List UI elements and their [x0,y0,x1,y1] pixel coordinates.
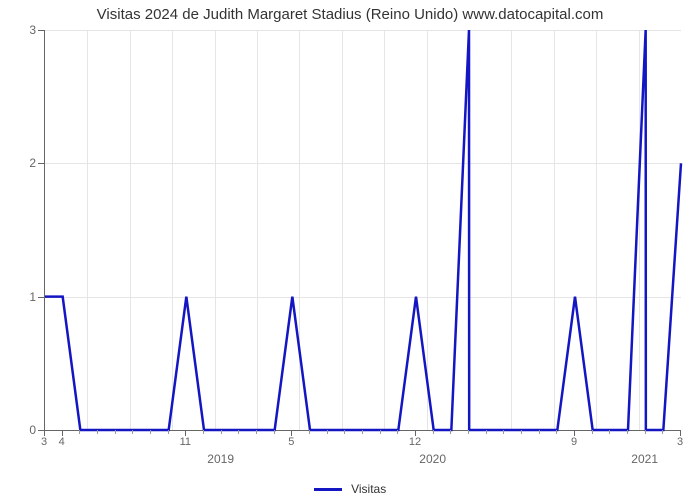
chart-title: Visitas 2024 de Judith Margaret Stadius … [0,0,700,25]
y-axis: 0123 [0,30,44,430]
legend: Visitas [0,482,700,496]
legend-swatch [314,488,342,491]
series-visitas [45,30,681,430]
chart-container: Visitas 2024 de Judith Margaret Stadius … [0,0,700,500]
x-tick-label: 4 [59,436,65,448]
legend-label: Visitas [351,482,386,496]
y-tick-label: 2 [29,156,36,170]
x-year-label: 2020 [419,452,446,466]
x-tick-label: 3 [677,436,683,448]
plot-area [44,30,681,431]
y-tick-label: 0 [29,423,36,437]
x-tick-label: 12 [409,436,421,448]
y-tick-label: 3 [29,23,36,37]
x-tick-label: 9 [571,436,577,448]
x-tick-label: 11 [180,436,191,448]
x-tick-label: 5 [288,436,294,448]
x-year-label: 2019 [207,452,234,466]
line-series [45,30,681,430]
x-tick-label: 3 [41,436,47,448]
y-tick-label: 1 [29,290,36,304]
x-axis: 341151293201920202021 [44,430,680,470]
x-year-label: 2021 [631,452,658,466]
